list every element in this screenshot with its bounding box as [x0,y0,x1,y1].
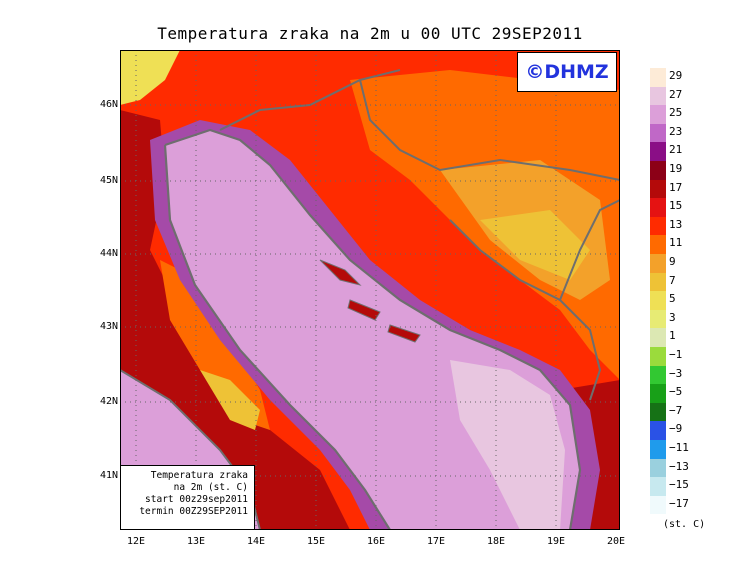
lat-label: 44N [99,248,118,259]
legend-label: −13 [669,459,689,473]
lon-label: 16E [366,536,386,547]
info-line-3: start 00z29sep2011 [145,494,248,505]
land-yellow-apennines [200,370,260,430]
legend-label: 19 [669,162,683,175]
legend-label: −9 [669,422,683,436]
legend-swatch [650,458,666,478]
legend-swatch [650,86,666,106]
legend-label: 21 [669,143,683,157]
legend-label: 3 [669,310,676,324]
legend-swatch [650,291,666,310]
lon-label: 19E [546,536,566,547]
legend-swatch [650,179,666,199]
lon-label: 18E [486,536,506,547]
east-coastline [164,128,582,530]
legend-label: −7 [669,403,683,417]
lat-label: 46N [99,99,118,110]
west-coastline [163,144,391,530]
legend-swatch [650,161,666,180]
legend-label: −3 [669,366,683,380]
legend-swatch [650,68,666,87]
copyright-badge: ©DHMZ [517,52,617,92]
legend-label: 9 [669,255,676,268]
land-yellow-balkans [480,210,590,280]
legend-swatch [650,384,666,403]
legend-swatch [650,216,666,236]
lat-label: 42N [99,396,118,407]
land-yellow-alps [120,50,180,105]
legend-label: −11 [669,441,689,454]
lon-label: 15E [306,536,326,547]
map-title: Temperatura zraka na 2m u 00 UTC 29SEP20… [157,24,583,43]
dalmatian-islands [319,259,421,343]
land-orange-apennines [160,260,270,430]
legend-swatch [650,198,666,217]
lon-label: 13E [186,536,206,547]
temperature-map-svg [120,50,620,530]
legend-swatch [650,440,666,459]
legend-label: 15 [669,199,683,213]
lat-label: 41N [99,470,118,481]
legend-swatch [650,123,666,143]
info-box: Temperatura zraka na 2m (st. C) start 00… [120,465,255,530]
legend-unit: (st. C) [663,519,706,530]
legend-swatch [650,272,666,292]
legend-label: 29 [669,69,683,82]
legend-swatch [650,477,666,496]
lon-label: 20E [606,536,626,547]
info-line-4: termin 00Z29SEP2011 [139,506,248,517]
legend-label: 27 [669,87,683,101]
legend-swatch [650,328,666,347]
legend-label: 7 [669,273,676,287]
map-frame [120,50,620,530]
legend-label: 17 [669,180,683,194]
lat-label: 43N [99,321,118,332]
lon-label: 17E [426,536,446,547]
legend-label: 23 [669,124,683,138]
lon-label: 12E [126,536,146,547]
legend-swatch [650,309,666,329]
legend-swatch [650,142,666,161]
legend-label: 1 [669,329,676,343]
legend-label: 25 [669,106,683,120]
legend-swatch [650,402,666,422]
legend-label: 11 [669,236,683,250]
legend-label: −15 [669,478,689,492]
legend-label: −1 [669,348,683,361]
legend-label: −17 [669,496,689,510]
legend-swatch [650,421,666,440]
legend-swatch [650,105,666,124]
lat-label: 45N [99,175,118,186]
legend-swatch [650,347,666,366]
lat-lon-grid [120,50,620,530]
legend-label: 5 [669,292,676,306]
info-line-2: na 2m (st. C) [173,482,248,493]
legend-swatch [650,495,666,515]
temperature-map [120,50,620,530]
legend-label: −5 [669,385,683,399]
legend-swatch [650,235,666,254]
legend-swatch [650,365,666,385]
info-line-1: Temperatura zraka [150,470,248,481]
lon-label: 14E [246,536,266,547]
legend-swatch [650,254,666,273]
south-adriatic-light [450,360,565,530]
legend-label: 13 [669,217,683,231]
